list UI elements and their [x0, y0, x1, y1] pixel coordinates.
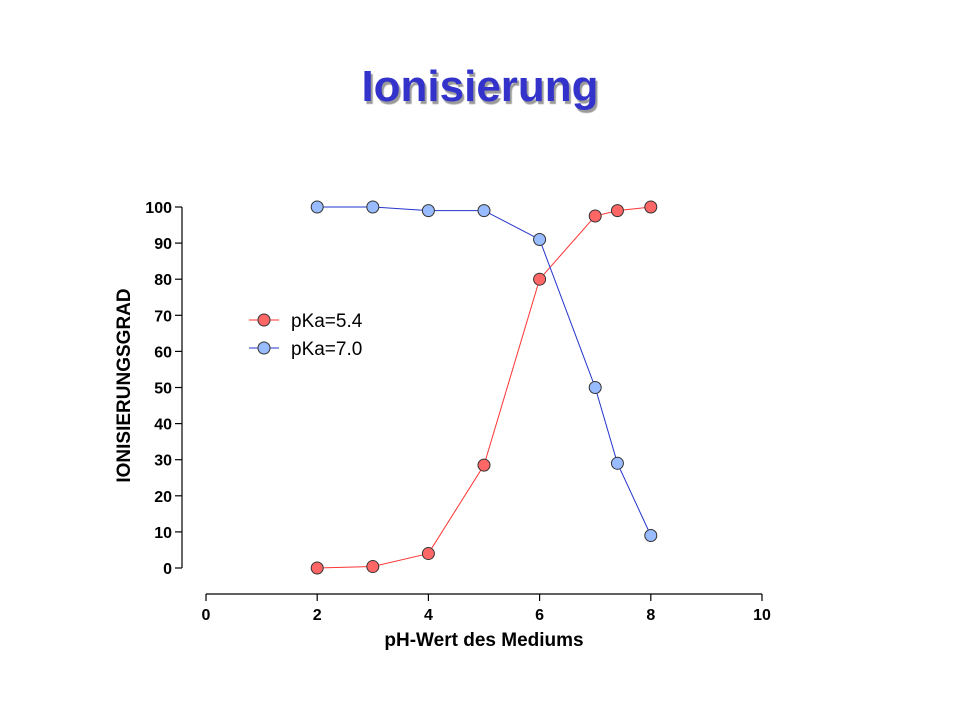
data-point: [421, 547, 435, 561]
x-tick-label: 6: [535, 607, 544, 624]
series-layer: [310, 200, 658, 575]
y-axis-label: IONISIERUNGSGRAD: [114, 288, 135, 482]
y-tick-label: 20: [154, 489, 172, 506]
series-line: [317, 206, 652, 536]
data-point: [533, 232, 547, 246]
data-point: [421, 204, 435, 218]
x-axis: 0 2 4 6 8 10: [202, 593, 771, 624]
data-point: [366, 200, 380, 214]
data-point: [310, 200, 324, 214]
legend-label: pKa=7.0: [291, 339, 362, 360]
data-point: [610, 204, 624, 218]
legend-item: pKa=5.4: [249, 311, 363, 332]
y-tick-label: 80: [154, 272, 172, 289]
x-tick-label: 0: [202, 607, 211, 624]
series-0: [310, 200, 658, 575]
data-point: [588, 381, 602, 394]
x-axis-label: pH-Wert des Mediums: [384, 630, 583, 651]
legend-marker: [257, 313, 271, 327]
y-tick-label: 70: [154, 308, 172, 325]
y-tick-label: 100: [145, 200, 172, 217]
y-axis: 0 10 20 30 40 50 60 70 80 90 100: [145, 200, 183, 578]
data-point: [644, 529, 658, 543]
data-point: [477, 458, 491, 472]
data-point: [533, 272, 547, 286]
y-tick-label: 30: [154, 453, 172, 470]
y-tick-label: 40: [154, 417, 172, 434]
x-tick-label: 2: [313, 607, 322, 624]
data-point: [644, 200, 658, 214]
data-point: [610, 456, 624, 470]
legend-marker: [257, 341, 271, 355]
x-tick-label: 4: [424, 607, 433, 624]
series-1: [310, 200, 658, 543]
data-point: [366, 560, 380, 574]
legend-item: pKa=7.0: [249, 339, 362, 360]
y-tick-label: 50: [154, 381, 172, 398]
slide-title: Ionisierung: [361, 62, 599, 111]
data-point: [588, 209, 602, 223]
legend: pKa=5.4 pKa=7.0: [249, 311, 363, 360]
y-tick-label: 60: [154, 344, 172, 361]
legend-label: pKa=5.4: [291, 311, 363, 332]
y-tick-label: 90: [154, 236, 172, 253]
x-tick-label: 8: [646, 607, 655, 624]
y-tick-label: 10: [154, 525, 172, 542]
x-tick-label: 10: [753, 607, 771, 624]
data-point: [310, 561, 324, 575]
y-tick-label: 0: [163, 561, 172, 578]
data-point: [477, 204, 491, 218]
